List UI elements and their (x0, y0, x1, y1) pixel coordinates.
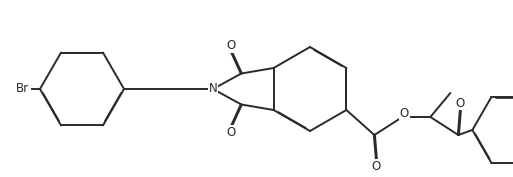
Text: O: O (456, 96, 465, 110)
Text: O: O (372, 159, 381, 173)
Text: N: N (209, 82, 218, 96)
Text: Br: Br (15, 82, 29, 96)
Text: O: O (400, 107, 409, 119)
Text: O: O (227, 126, 236, 139)
Text: O: O (227, 39, 236, 52)
